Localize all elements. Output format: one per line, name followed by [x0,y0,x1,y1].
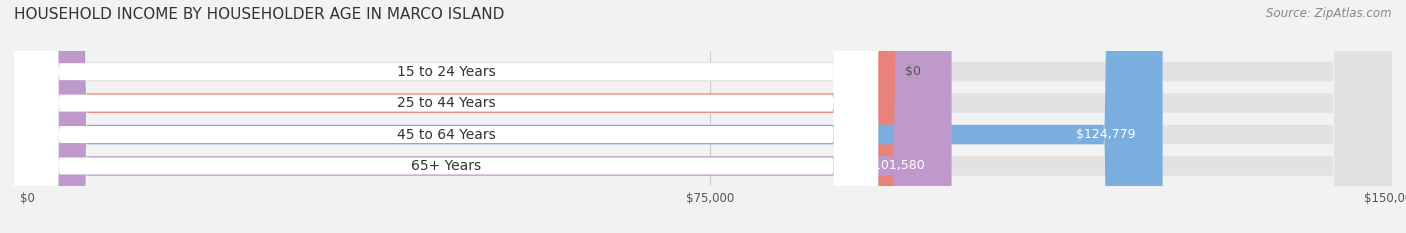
Text: 45 to 64 Years: 45 to 64 Years [396,127,495,141]
Text: $0: $0 [905,65,921,78]
Text: $124,779: $124,779 [1076,128,1135,141]
FancyBboxPatch shape [14,0,879,233]
FancyBboxPatch shape [28,0,952,233]
FancyBboxPatch shape [28,0,1392,233]
FancyBboxPatch shape [28,0,1392,233]
Text: Source: ZipAtlas.com: Source: ZipAtlas.com [1267,7,1392,20]
FancyBboxPatch shape [14,0,879,233]
Text: $101,580: $101,580 [865,159,924,172]
Text: 15 to 24 Years: 15 to 24 Years [396,65,495,79]
Text: 65+ Years: 65+ Years [411,159,481,173]
FancyBboxPatch shape [14,0,879,233]
Text: HOUSEHOLD INCOME BY HOUSEHOLDER AGE IN MARCO ISLAND: HOUSEHOLD INCOME BY HOUSEHOLDER AGE IN M… [14,7,505,22]
FancyBboxPatch shape [28,0,1392,233]
FancyBboxPatch shape [14,0,879,233]
Text: $96,250: $96,250 [824,97,876,110]
FancyBboxPatch shape [28,0,903,233]
FancyBboxPatch shape [28,0,1392,233]
FancyBboxPatch shape [28,0,1163,233]
Text: 25 to 44 Years: 25 to 44 Years [396,96,495,110]
